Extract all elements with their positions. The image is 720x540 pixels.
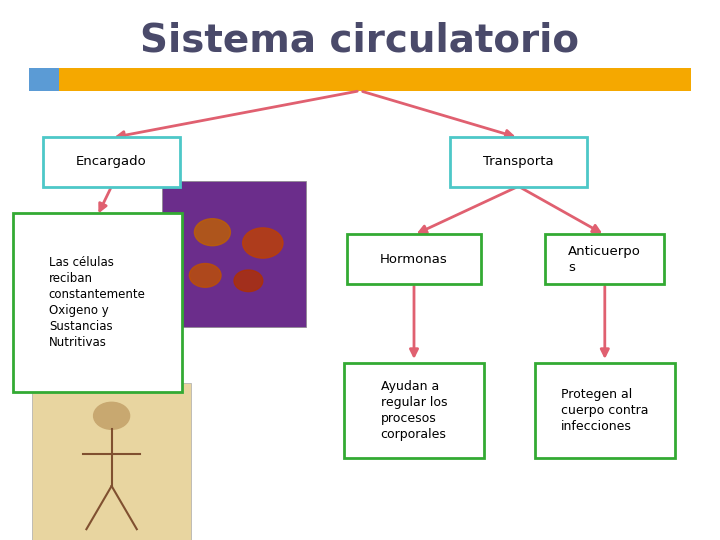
Text: Hormonas: Hormonas <box>380 253 448 266</box>
FancyBboxPatch shape <box>546 234 665 284</box>
FancyBboxPatch shape <box>32 383 191 540</box>
Circle shape <box>189 264 221 287</box>
Circle shape <box>234 270 263 292</box>
FancyBboxPatch shape <box>13 213 181 392</box>
Text: Las células
reciban
constantemente
Oxigeno y
Sustancias
Nutritivas: Las células reciban constantemente Oxige… <box>49 256 145 349</box>
FancyBboxPatch shape <box>450 137 587 187</box>
FancyBboxPatch shape <box>534 363 675 458</box>
FancyBboxPatch shape <box>29 68 59 91</box>
Text: Protegen al
cuerpo contra
infecciones: Protegen al cuerpo contra infecciones <box>561 388 649 433</box>
Text: Sistema circulatorio: Sistema circulatorio <box>140 22 580 59</box>
Text: Transporta: Transporta <box>483 156 554 168</box>
FancyBboxPatch shape <box>43 137 180 187</box>
Circle shape <box>194 219 230 246</box>
FancyBboxPatch shape <box>29 68 691 91</box>
FancyBboxPatch shape <box>347 234 481 284</box>
Circle shape <box>243 228 283 258</box>
Text: Ayudan a
regular los
procesos
corporales: Ayudan a regular los procesos corporales <box>381 380 447 441</box>
Circle shape <box>94 402 130 429</box>
Text: Encargado: Encargado <box>76 156 147 168</box>
FancyBboxPatch shape <box>344 363 484 458</box>
Text: Anticuerpo
s: Anticuerpo s <box>568 245 642 274</box>
FancyBboxPatch shape <box>162 181 306 327</box>
